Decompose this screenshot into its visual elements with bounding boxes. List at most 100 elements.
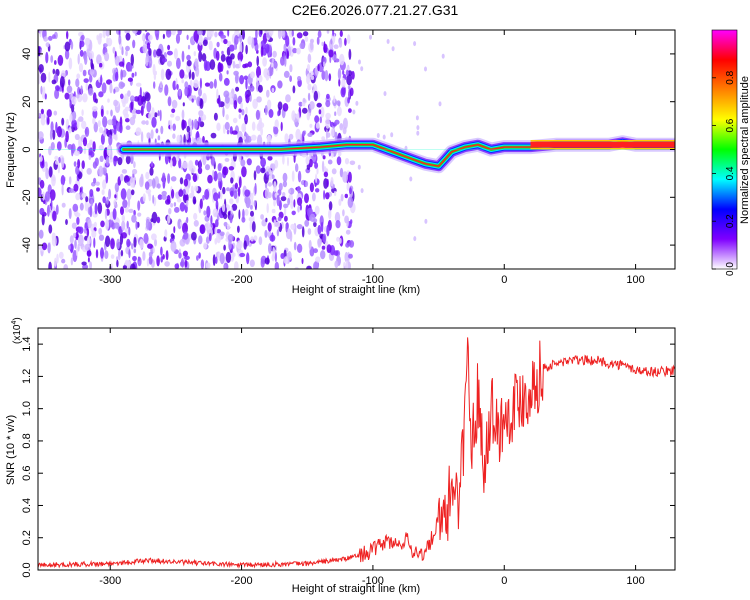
noise-speckle — [264, 187, 270, 200]
noise-speckle — [331, 152, 334, 158]
noise-speckle — [326, 178, 329, 188]
noise-speckle — [128, 226, 131, 236]
noise-speckle — [198, 50, 203, 63]
noise-speckle — [369, 34, 372, 40]
noise-speckle — [52, 210, 57, 222]
snr-xtick-label: 0 — [501, 575, 507, 587]
noise-speckle — [338, 39, 343, 48]
noise-speckle — [348, 48, 352, 61]
noise-speckle — [89, 139, 93, 146]
noise-speckle — [73, 161, 77, 167]
noise-speckle — [304, 180, 309, 187]
noise-speckle — [276, 194, 280, 207]
noise-speckle — [93, 121, 99, 133]
noise-speckle — [306, 112, 310, 121]
noise-speckle — [198, 235, 203, 245]
noise-speckle — [312, 261, 319, 269]
noise-speckle — [344, 215, 349, 224]
noise-speckle — [106, 37, 109, 45]
noise-speckle — [95, 98, 98, 104]
noise-speckle — [82, 137, 88, 147]
noise-speckle — [184, 259, 188, 268]
noise-speckle — [90, 199, 94, 207]
noise-speckle — [113, 88, 116, 94]
spectrogram-xtick-label: 0 — [501, 274, 507, 286]
noise-speckle — [86, 250, 92, 257]
noise-speckle — [297, 170, 302, 183]
noise-speckle — [234, 261, 239, 269]
noise-speckle — [249, 220, 253, 231]
noise-speckle — [221, 203, 226, 213]
noise-speckle — [88, 88, 94, 96]
noise-speckle — [120, 206, 124, 216]
noise-speckle — [391, 46, 395, 52]
noise-speckle — [53, 110, 58, 116]
spectrogram-xtick-label: -200 — [231, 274, 253, 286]
noise-speckle — [71, 104, 75, 113]
noise-speckle — [307, 228, 312, 235]
noise-speckle — [89, 69, 95, 76]
noise-speckle — [255, 109, 260, 120]
noise-speckle — [84, 243, 91, 251]
noise-speckle — [250, 71, 255, 79]
noise-speckle — [126, 220, 129, 229]
noise-speckle — [298, 101, 303, 107]
noise-speckle — [166, 50, 173, 56]
noise-speckle — [77, 234, 84, 247]
noise-speckle — [197, 167, 203, 175]
noise-speckle — [182, 222, 188, 234]
noise-speckle — [313, 248, 318, 254]
noise-speckle — [38, 229, 44, 239]
noise-speckle — [281, 30, 286, 39]
noise-speckle — [150, 161, 154, 167]
noise-speckle — [194, 185, 199, 192]
noise-speckle — [226, 70, 229, 75]
noise-speckle — [54, 257, 57, 267]
noise-speckle — [96, 187, 100, 192]
noise-speckle — [89, 74, 93, 83]
noise-speckle — [345, 229, 351, 235]
noise-speckle — [177, 30, 182, 36]
noise-speckle — [321, 136, 326, 141]
noise-speckle — [247, 36, 253, 45]
noise-speckle — [186, 34, 189, 40]
noise-speckle — [347, 171, 352, 183]
noise-speckle — [104, 208, 108, 220]
noise-speckle — [199, 98, 204, 109]
noise-speckle — [110, 109, 113, 117]
noise-speckle — [144, 92, 151, 102]
noise-speckle — [206, 30, 212, 38]
noise-speckle — [302, 31, 309, 37]
noise-speckle — [76, 216, 80, 225]
spectrogram-ytick-label: 20 — [21, 96, 33, 108]
noise-speckle — [206, 205, 211, 218]
noise-speckle — [287, 251, 292, 261]
noise-speckle — [161, 172, 166, 184]
noise-speckle — [151, 116, 157, 128]
noise-speckle — [295, 128, 301, 141]
noise-speckle — [113, 99, 118, 107]
noise-speckle — [56, 141, 62, 151]
noise-speckle — [214, 238, 218, 245]
noise-speckle — [141, 120, 147, 125]
noise-speckle — [197, 34, 203, 46]
noise-speckle — [333, 191, 337, 196]
noise-speckle — [38, 73, 41, 85]
noise-speckle — [121, 214, 126, 223]
noise-speckle — [68, 79, 71, 86]
noise-speckle — [218, 191, 221, 199]
noise-speckle — [309, 123, 313, 128]
snr-frame — [37, 327, 676, 571]
noise-speckle — [150, 129, 154, 140]
noise-speckle — [240, 159, 246, 167]
noise-speckle — [147, 34, 153, 41]
noise-speckle — [104, 125, 107, 137]
noise-speckle — [148, 56, 153, 68]
noise-speckle — [344, 37, 347, 46]
noise-speckle — [229, 213, 233, 224]
noise-speckle — [71, 96, 77, 105]
noise-speckle — [211, 30, 214, 37]
noise-speckle — [321, 41, 324, 47]
noise-speckle — [135, 109, 142, 115]
noise-speckle — [273, 199, 276, 207]
